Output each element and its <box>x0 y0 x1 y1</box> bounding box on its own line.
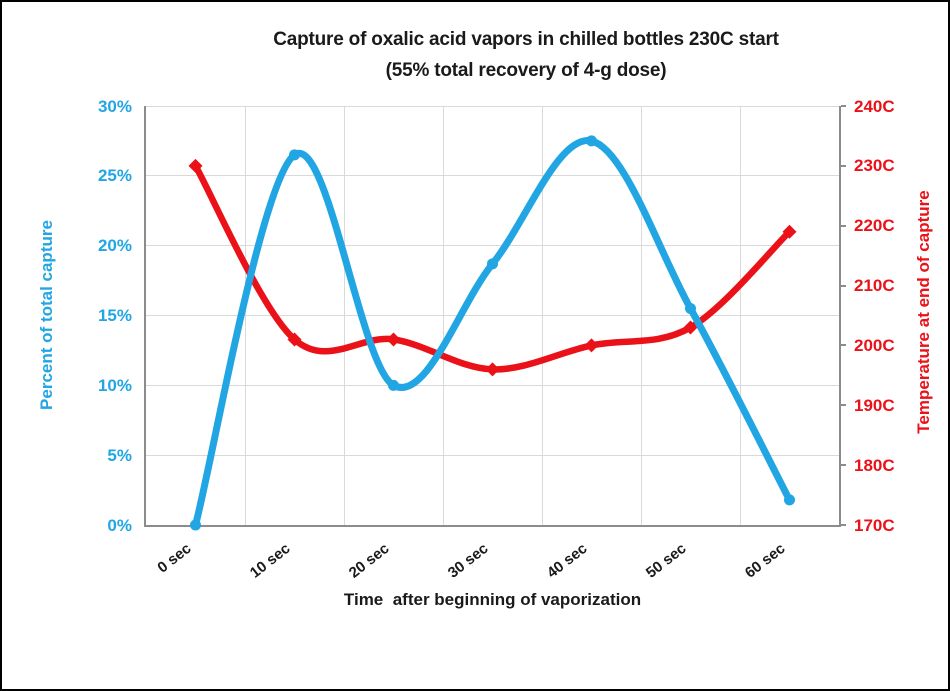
data-point-marker-temperature <box>683 320 698 335</box>
left-axis-tick-label: 25% <box>97 166 132 186</box>
right-axis-tick-label: 210C <box>854 276 895 296</box>
x-category-label: 20 sec <box>345 540 392 582</box>
v-gridline <box>739 106 741 525</box>
data-point-marker-temperature <box>188 158 203 173</box>
v-gridline <box>244 106 246 525</box>
h-gridline <box>146 105 839 107</box>
data-point-marker-temperature <box>386 332 401 347</box>
x-category-label: 40 sec <box>543 540 590 582</box>
bottom-axis-line <box>144 525 841 527</box>
right-axis-line <box>839 106 841 527</box>
right-axis-title: Temperature at end of capture <box>914 190 933 434</box>
h-gridline <box>146 315 839 316</box>
left-axis-tick-label: 15% <box>97 306 132 325</box>
x-category-label: 30 sec <box>444 540 491 582</box>
v-gridline <box>640 106 642 525</box>
data-point-marker-percent <box>487 258 498 270</box>
left-axis-line <box>144 106 146 527</box>
h-gridline <box>146 175 839 177</box>
data-point-marker-percent <box>190 519 201 531</box>
data-point-marker-temperature <box>485 362 500 377</box>
right-axis-tick <box>841 344 846 347</box>
v-gridline <box>541 106 543 525</box>
chart-title-block: Capture of oxalic acid vapors in chilled… <box>112 24 940 86</box>
right-axis-tick-label: 190C <box>854 395 895 415</box>
x-category-label: 10 sec <box>246 540 293 582</box>
right-axis-tick <box>841 524 846 526</box>
data-point-marker-temperature <box>782 224 797 239</box>
left-axis-tick-label: 0% <box>107 515 132 535</box>
h-gridline <box>146 245 839 247</box>
right-axis-tick <box>841 224 846 227</box>
x-category-label: 0 sec <box>153 540 194 577</box>
right-axis-tick-label: 230C <box>854 156 895 176</box>
data-point-marker-temperature <box>584 338 599 353</box>
data-point-marker-percent <box>685 303 696 315</box>
left-axis-title: Percent of total capture <box>37 220 56 410</box>
h-gridline <box>146 454 839 456</box>
right-axis-tick-label: 240C <box>854 96 895 116</box>
right-axis-tick-label: 180C <box>854 455 895 475</box>
v-gridline <box>343 106 345 525</box>
data-point-marker-percent <box>388 379 399 391</box>
series-layer <box>188 135 797 531</box>
right-axis-tick <box>841 404 846 407</box>
left-axis-tick-label: 10% <box>97 375 132 395</box>
x-category-label: 50 sec <box>642 540 689 582</box>
h-gridline <box>146 384 839 386</box>
data-point-marker-percent <box>289 149 300 161</box>
left-axis-tick-label: 20% <box>97 236 132 256</box>
data-point-marker-percent <box>586 135 597 147</box>
right-axis-tick <box>841 105 846 107</box>
chart-title: Capture of oxalic acid vapors in chilled… <box>273 29 779 50</box>
right-axis-tick-label: 200C <box>854 335 895 355</box>
x-axis-title: Time after beginning of vaporization <box>343 590 642 609</box>
right-axis-tick-label: 170C <box>854 515 895 535</box>
right-axis-tick <box>841 164 846 167</box>
right-axis-tick-label: 220C <box>854 216 895 236</box>
chart-subtitle: (55% total recovery of 4-g dose) <box>385 60 667 81</box>
data-point-marker-temperature <box>287 332 302 347</box>
x-category-label: 60 sec <box>741 540 788 582</box>
data-point-marker-percent <box>784 494 795 506</box>
left-axis-tick-label: 30% <box>97 96 132 116</box>
v-gridline <box>442 106 444 525</box>
left-axis-tick-label: 5% <box>107 445 132 465</box>
right-axis-tick <box>841 284 846 287</box>
right-axis-tick <box>841 464 846 467</box>
